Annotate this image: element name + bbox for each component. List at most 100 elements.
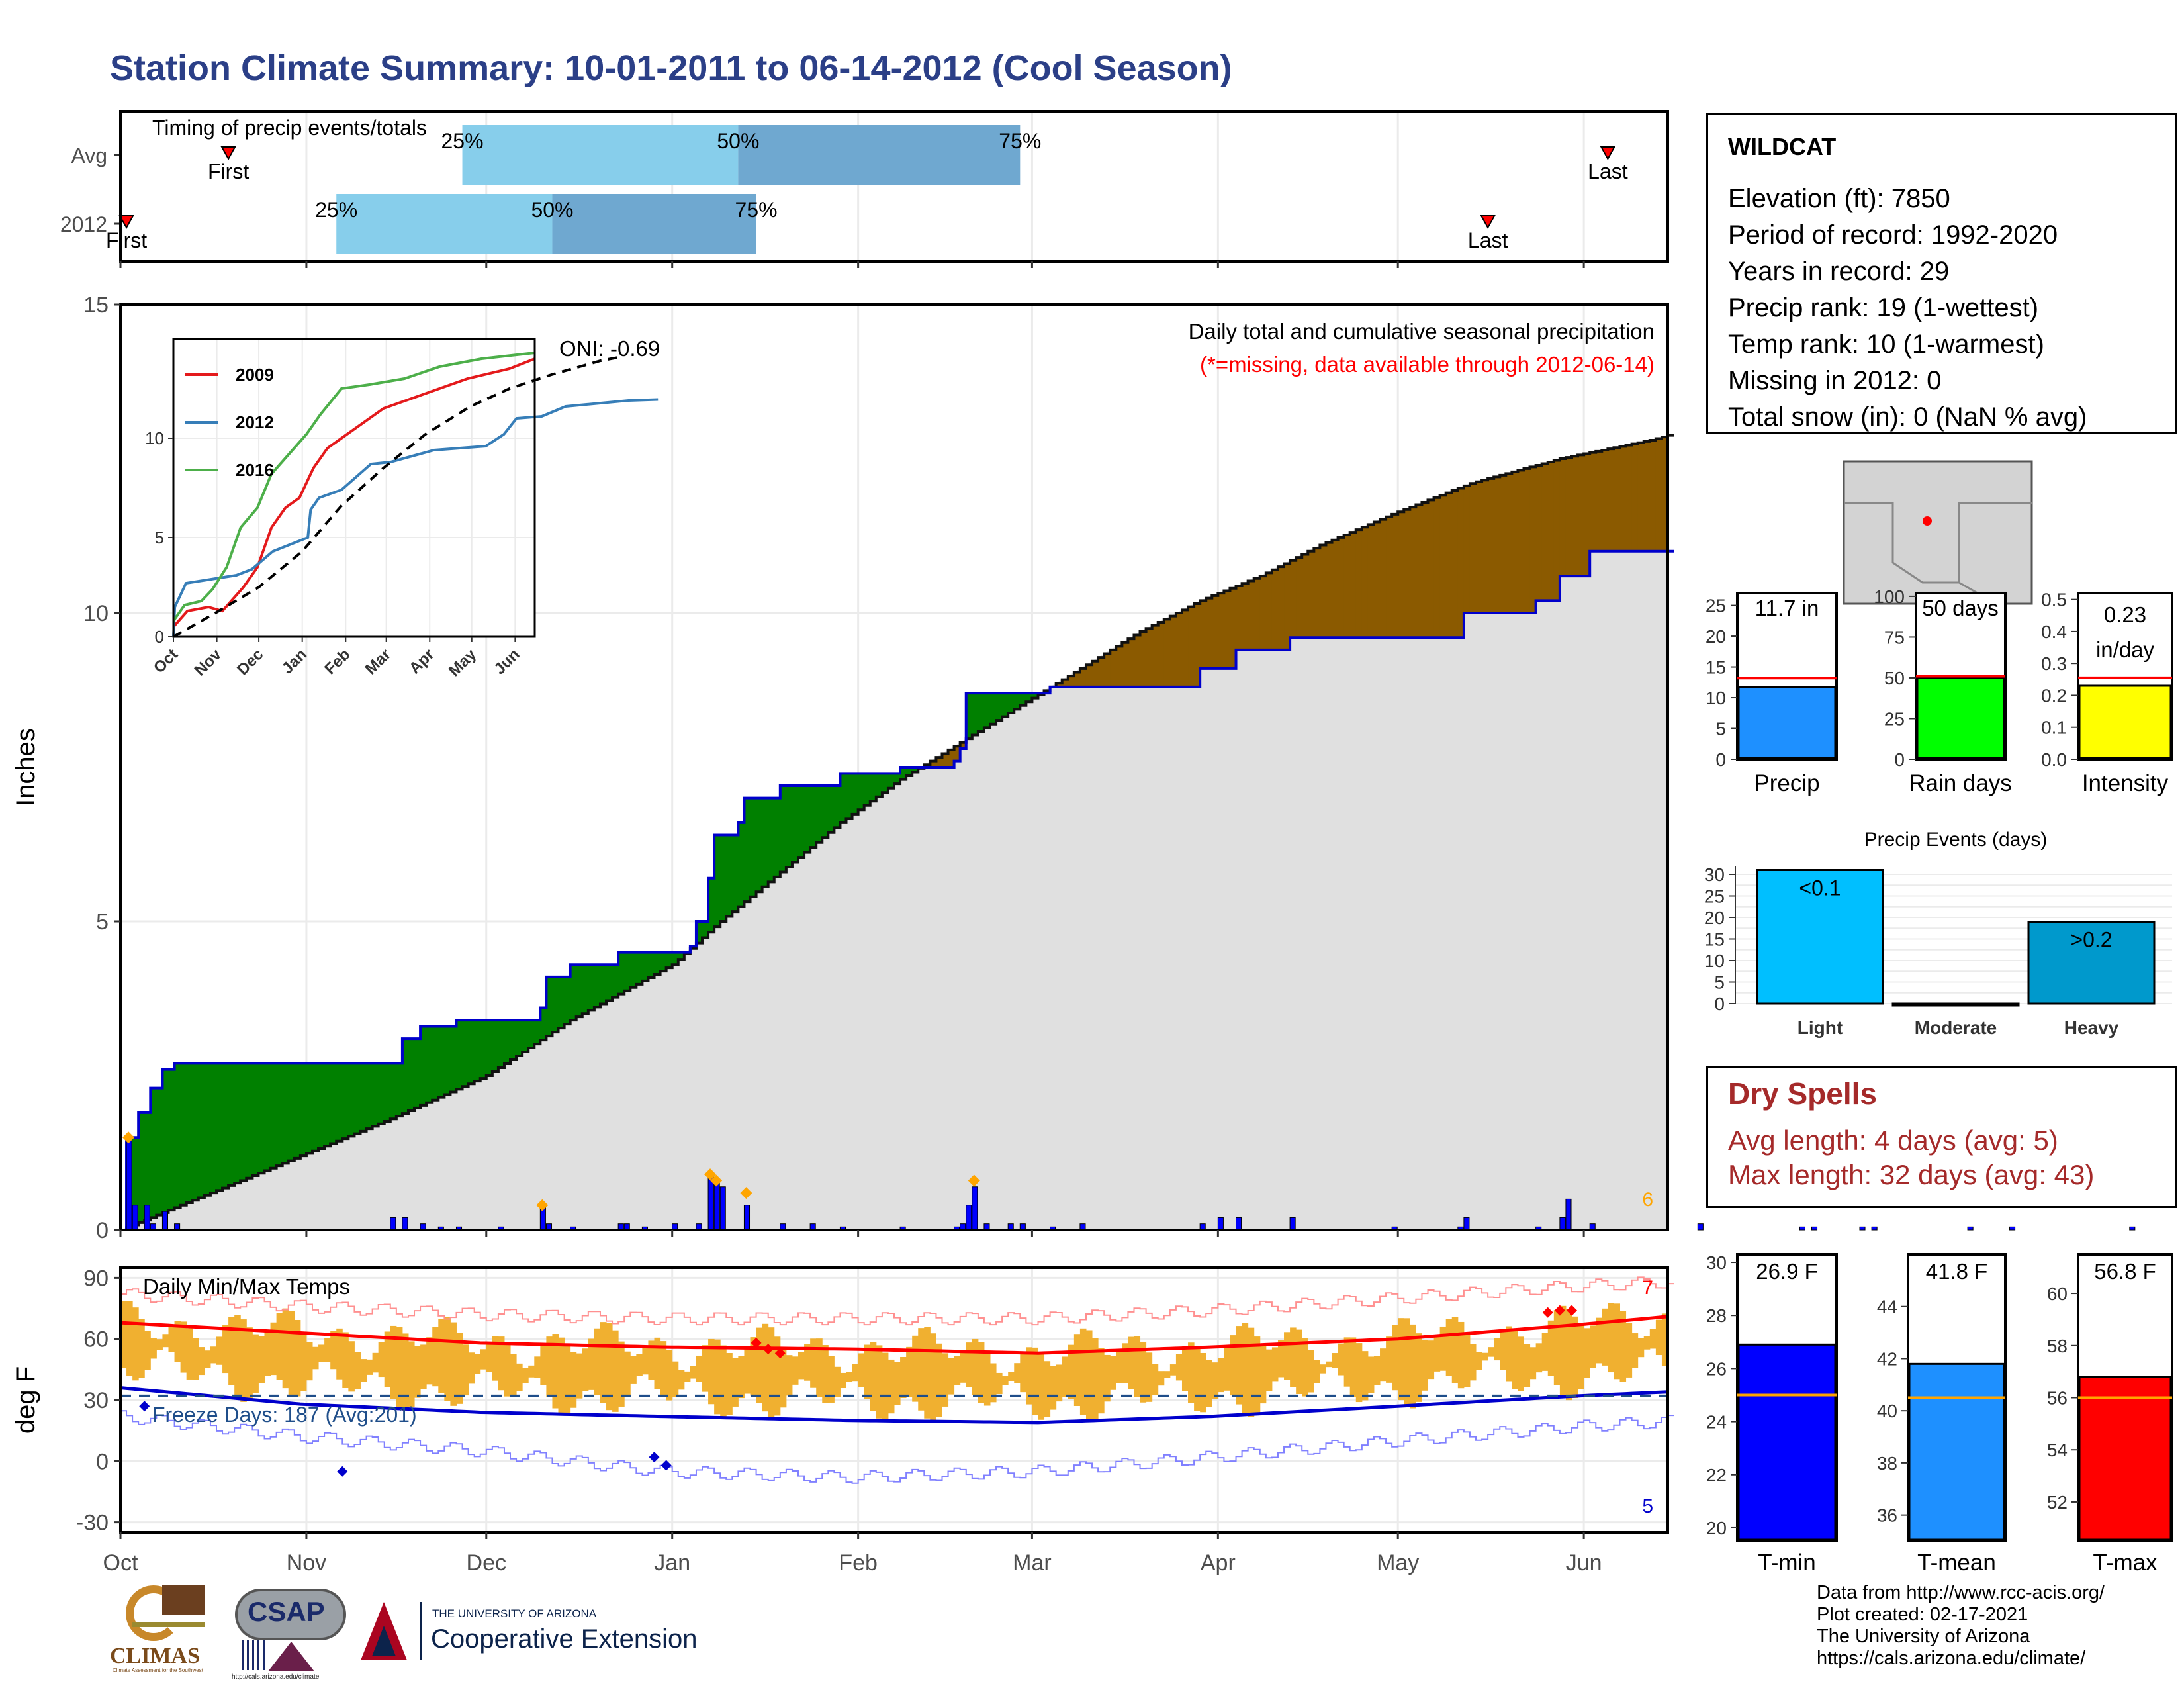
temp-daily-range-bar [1158, 1371, 1165, 1386]
precip-avg-line [120, 434, 1674, 1231]
temp-daily-range-bar [906, 1346, 913, 1397]
temp-daily-range-bar [1320, 1364, 1326, 1374]
precip-below-avg-area [1104, 653, 1111, 687]
tmin-summary-y-tick-label: 20 [1706, 1518, 1727, 1538]
precip-below-avg-area [1175, 613, 1183, 687]
precip-above-avg-area [348, 1063, 355, 1137]
temp-daily-range-bar [1373, 1356, 1381, 1385]
temp-daily-range-bar [1056, 1364, 1063, 1402]
temp-daily-range-bar [1116, 1351, 1122, 1383]
precip-above-avg-area [144, 1112, 151, 1221]
month-tick-label: Jan [654, 1550, 690, 1575]
tmin-summary-y-tick-label: 30 [1706, 1252, 1727, 1273]
precip-above-avg-area [372, 1063, 379, 1127]
ua-big-text: Cooperative Extension [431, 1624, 698, 1654]
precip-above-avg-area [480, 1020, 487, 1079]
ua-extension-logo: THE UNIVERSITY OF ARIZONA Cooperative Ex… [361, 1602, 745, 1668]
events-category-label: Light [1797, 1017, 1843, 1038]
precip-above-avg-area [426, 1026, 433, 1103]
precip-above-avg-area [672, 952, 679, 965]
precip-above-avg-area [504, 1020, 511, 1064]
precip-above-avg-area [306, 1063, 313, 1154]
precip-above-avg-area [204, 1063, 211, 1196]
temp-daily-range-bar [1439, 1326, 1447, 1371]
temp-daily-range-bar [630, 1356, 637, 1384]
oni-label: ONI: -0.69 [559, 336, 660, 361]
cloud-icon [235, 1589, 346, 1640]
precip-y-axis-label: Inches [11, 728, 40, 806]
precip-above-avg-area [492, 1020, 499, 1072]
precip-daily-bar [1565, 1198, 1572, 1231]
precip-below-avg-area [1290, 560, 1297, 638]
temp-daily-range-bar [1512, 1329, 1518, 1389]
rain-days-summary-y-tick-label: 50 [1884, 668, 1905, 688]
station-name: WILDCAT [1728, 133, 1837, 160]
temp-daily-range-bar [948, 1358, 955, 1395]
precip-below-avg-area [1445, 492, 1453, 638]
precip-above-avg-area [720, 835, 727, 921]
temp-title: Daily Min/Max Temps [143, 1274, 350, 1299]
precip-summary-y-tick-label: 10 [1706, 688, 1726, 708]
timing-first-marker-icon [220, 146, 236, 161]
temp-y-tick-label: 60 [83, 1327, 109, 1352]
temp-y-tick-label: 0 [96, 1449, 109, 1474]
temp-daily-range-bar [989, 1363, 997, 1403]
precip-below-avg-area [1194, 604, 1201, 687]
temp-daily-range-bar [1188, 1342, 1195, 1403]
temp-daily-range-bar [240, 1319, 247, 1402]
precip-above-avg-area [198, 1063, 205, 1198]
intensity-summary-y-tick-label: 0.5 [2041, 590, 2067, 610]
precip-above-avg-area [222, 1063, 229, 1188]
precip-panel-border [119, 303, 1669, 1231]
temp-daily-range-bar [348, 1341, 355, 1392]
temp-daily-range-bar [1206, 1360, 1212, 1407]
precip-above-avg-area [216, 1063, 223, 1191]
precip-above-avg-area [264, 1063, 271, 1171]
precip-below-avg-area [1277, 567, 1285, 650]
temp-daily-range-bar [1236, 1326, 1243, 1405]
precip-below-avg-area [1572, 456, 1578, 577]
precip-below-avg-area [1457, 488, 1465, 638]
precip-above-avg-area [870, 773, 877, 802]
precip-above-avg-area [234, 1063, 241, 1184]
precip-summary-value: 11.7 in [1755, 596, 1819, 620]
precip-below-avg-area [1068, 676, 1075, 687]
precip-below-avg-area [1212, 595, 1218, 669]
temp-daily-range-bar [540, 1345, 547, 1385]
precip-snow-marker [968, 1174, 980, 1187]
temp-daily-range-bar [516, 1363, 523, 1391]
precip-above-avg-area [582, 964, 589, 1014]
temp-daily-range-bar [1559, 1305, 1567, 1395]
map-state-border [1844, 502, 2032, 584]
tmin-summary-y-tick-label: 26 [1706, 1358, 1727, 1379]
mountain-icon [268, 1642, 314, 1671]
precip-above-avg-area [894, 773, 901, 784]
temp-daily-range-bar [1128, 1336, 1134, 1389]
precip-below-avg-area [1602, 449, 1608, 551]
timing-first-marker-icon [118, 215, 134, 230]
temp-daily-range-bar [1290, 1327, 1297, 1387]
precip-snow-marker [704, 1168, 717, 1181]
temp-daily-range-bar [372, 1352, 379, 1373]
precip-below-avg-area [1206, 598, 1212, 669]
month-tick-label: Feb [839, 1550, 878, 1575]
temp-daily-range-bar [846, 1372, 853, 1382]
precip-below-avg-area [1661, 437, 1668, 551]
precip-above-avg-area [228, 1063, 235, 1186]
temp-daily-range-bar [1541, 1333, 1549, 1371]
temp-record-high-marker [751, 1337, 762, 1348]
precip-below-avg-area [1463, 485, 1471, 613]
precip-above-avg-area [840, 773, 847, 823]
precip-above-avg-area [402, 1039, 409, 1114]
temp-daily-range-bar [816, 1338, 823, 1397]
temp-daily-range-bar [1277, 1340, 1285, 1378]
temp-daily-range-bar [1518, 1336, 1525, 1391]
rain-days-summary-y-tick-label: 0 [1894, 749, 1905, 770]
temp-daily-range-bar [1085, 1330, 1093, 1421]
temp-record-high-marker [762, 1344, 774, 1355]
temp-daily-range-bar [1463, 1332, 1471, 1387]
precip-daily-bar [1871, 1226, 1878, 1231]
precip-above-avg-area [996, 693, 1003, 721]
temp-daily-range-bar [462, 1344, 469, 1396]
precip-summary-value-bar [1737, 686, 1837, 759]
